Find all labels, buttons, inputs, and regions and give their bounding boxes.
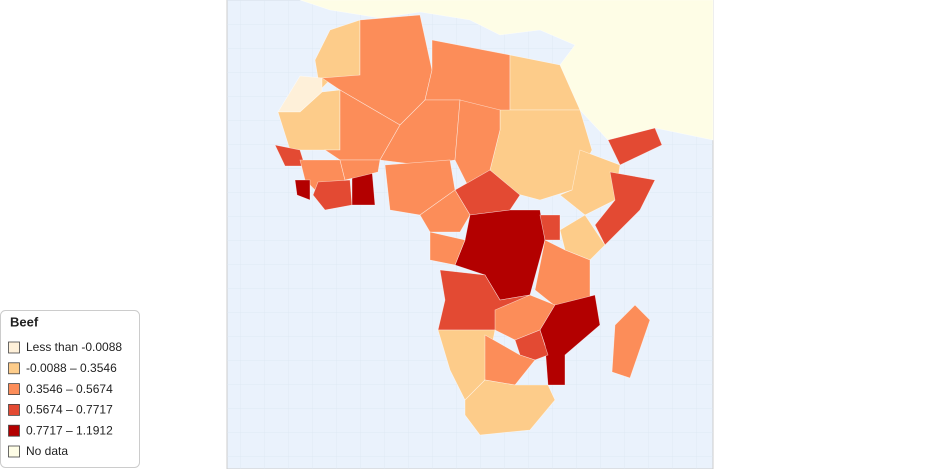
country xyxy=(419,189,471,233)
region xyxy=(299,0,714,141)
country xyxy=(484,334,536,386)
legend-swatch xyxy=(8,445,20,458)
legend-swatch xyxy=(8,362,20,375)
legend-swatch xyxy=(8,383,20,396)
country xyxy=(429,231,466,266)
legend-swatch xyxy=(8,403,20,416)
country xyxy=(464,379,556,436)
country xyxy=(514,329,549,361)
legend-label: -0.0088 – 0.3546 xyxy=(26,361,117,375)
legend-label: 0.7717 – 1.1912 xyxy=(26,423,113,437)
country xyxy=(312,179,353,211)
legend-items: Less than -0.0088 -0.0088 – 0.3546 0.3546 … xyxy=(8,340,122,458)
legend-label: No data xyxy=(26,444,68,458)
country xyxy=(294,179,311,201)
country xyxy=(339,159,381,181)
countries xyxy=(274,0,714,436)
legend-title: Beef xyxy=(10,314,39,329)
country xyxy=(539,214,561,241)
legend-swatch xyxy=(8,341,20,354)
legend-swatch xyxy=(8,424,20,437)
legend-label: 0.5674 – 0.7717 xyxy=(26,403,113,417)
legend-label: 0.3546 – 0.5674 xyxy=(26,382,113,396)
country xyxy=(611,304,651,379)
legend: Beef Less than -0.0088 -0.0088 – 0.3546 0.… xyxy=(0,310,140,468)
legend-box xyxy=(0,310,140,468)
legend-label: Less than -0.0088 xyxy=(26,340,122,354)
map xyxy=(226,0,714,469)
country xyxy=(607,127,663,166)
